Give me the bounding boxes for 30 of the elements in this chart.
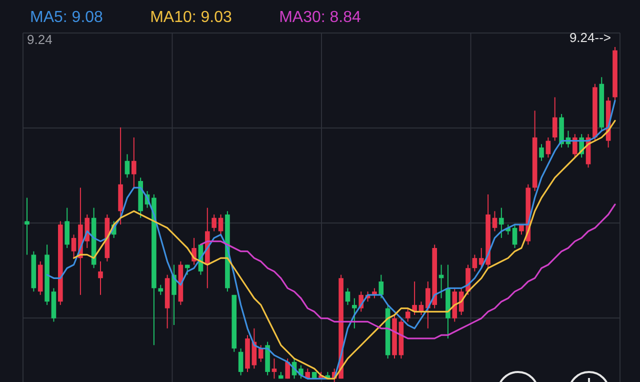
candlestick bbox=[172, 264, 176, 326]
text: 9.24--> bbox=[569, 30, 611, 45]
candlestick bbox=[132, 136, 136, 188]
candlestick bbox=[405, 308, 410, 322]
candlestick bbox=[218, 214, 224, 236]
candlestick bbox=[499, 207, 504, 238]
candlestick bbox=[492, 210, 498, 232]
candlestick bbox=[352, 298, 357, 329]
candlestick bbox=[552, 96, 558, 142]
candlestick bbox=[539, 144, 544, 162]
candlestick bbox=[472, 254, 478, 272]
text: MA30: 8.84 bbox=[279, 9, 362, 26]
candlestick bbox=[258, 344, 264, 362]
candlestick bbox=[345, 288, 350, 306]
candlestick bbox=[512, 224, 518, 248]
candlestick bbox=[238, 348, 244, 376]
candlestick bbox=[212, 214, 216, 232]
candlestick bbox=[124, 154, 130, 178]
candlestick bbox=[64, 207, 70, 248]
candlestick bbox=[378, 274, 384, 299]
candlestick bbox=[24, 197, 30, 256]
candlestick bbox=[272, 358, 277, 380]
candlestick bbox=[572, 134, 578, 158]
candlestick bbox=[71, 234, 76, 259]
annotation: 9.24 bbox=[27, 32, 52, 47]
candlestick bbox=[158, 284, 164, 296]
candlestick bbox=[98, 260, 103, 296]
text: MA5: 9.08 bbox=[30, 9, 104, 26]
candlestick bbox=[546, 136, 551, 158]
text: MA10: 9.03 bbox=[150, 9, 232, 26]
